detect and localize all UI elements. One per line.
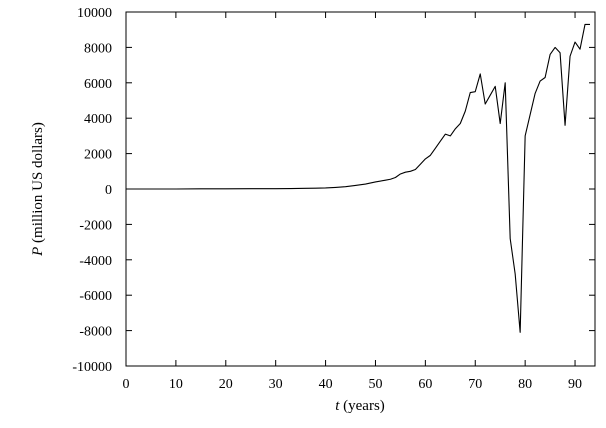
y-tick-label: -10000 bbox=[72, 360, 112, 375]
x-axis-label: t (years) bbox=[335, 398, 385, 414]
x-tick-label: 50 bbox=[368, 377, 382, 392]
x-tick-label: 20 bbox=[219, 377, 233, 392]
x-tick-label: 60 bbox=[418, 377, 432, 392]
x-axis: 0 10 20 30 40 50 60 70 80 90 bbox=[123, 12, 582, 392]
x-tick-label: 70 bbox=[468, 377, 482, 392]
y-tick-label: 4000 bbox=[84, 112, 112, 127]
x-tick-label: 40 bbox=[319, 377, 333, 392]
series-line bbox=[126, 23, 591, 333]
x-tick-label: 80 bbox=[518, 377, 532, 392]
y-tick-label: 6000 bbox=[84, 77, 112, 92]
x-tick-label: 90 bbox=[568, 377, 582, 392]
y-tick-label: -6000 bbox=[79, 289, 112, 304]
y-tick-label: 2000 bbox=[84, 148, 112, 163]
y-axis: -10000 -8000 -6000 -4000 -2000 0 2000 4000 6000 8… bbox=[72, 6, 595, 375]
y-tick-label: 10000 bbox=[77, 6, 112, 21]
y-tick-label: -2000 bbox=[79, 218, 112, 233]
y-tick-label: 8000 bbox=[84, 41, 112, 56]
y-tick-label: -4000 bbox=[79, 254, 112, 269]
y-axis-label: P (million US dollars) bbox=[30, 122, 46, 257]
y-tick-label: -8000 bbox=[79, 325, 112, 340]
x-tick-label: 0 bbox=[123, 377, 130, 392]
y-tick-label: 0 bbox=[105, 183, 112, 198]
x-tick-label: 10 bbox=[169, 377, 183, 392]
x-tick-label: 30 bbox=[269, 377, 283, 392]
